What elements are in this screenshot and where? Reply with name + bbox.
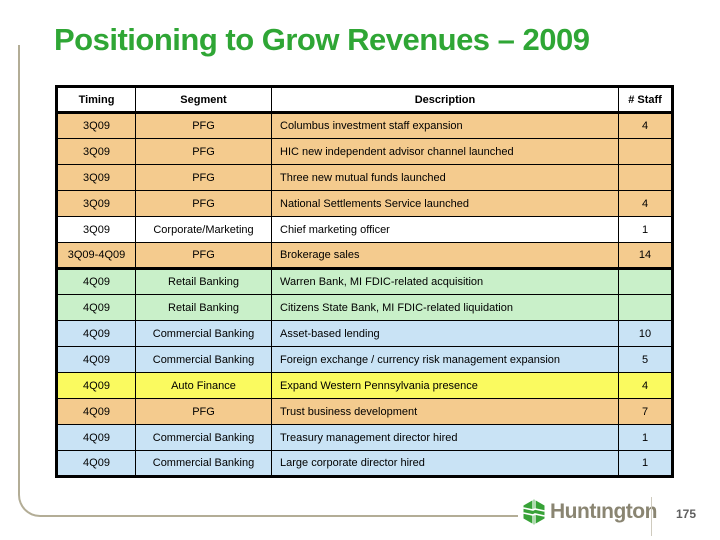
segment-cell: PFG	[135, 190, 272, 217]
timing-cell: 4Q09	[56, 294, 136, 321]
timing-cell: 4Q09	[56, 450, 136, 477]
table-row: 3Q09 PFG Columbus investment staff expan…	[56, 112, 673, 139]
segment-cell: PFG	[135, 112, 272, 139]
timing-cell: 3Q09	[56, 216, 136, 243]
timing-cell: 4Q09	[56, 267, 136, 295]
timing-cell: 4Q09	[56, 398, 136, 425]
header-segment: Segment	[135, 86, 272, 114]
segment-cell: Commercial Banking	[135, 424, 272, 451]
description-cell: Columbus investment staff expansion	[271, 112, 619, 139]
table-row: 4Q09 Auto Finance Expand Western Pennsyl…	[56, 372, 673, 399]
table-row: 4Q09 Commercial Banking Treasury managem…	[56, 424, 673, 451]
initiatives-table-container: Timing Segment Description # Staff 3Q09 …	[55, 85, 674, 478]
table-row: 3Q09 Corporate/Marketing Chief marketing…	[56, 216, 673, 243]
description-cell: Three new mutual funds launched	[271, 164, 619, 191]
huntington-hexagon-icon	[523, 499, 545, 525]
page-number: 175	[675, 507, 697, 521]
timing-cell: 4Q09	[56, 320, 136, 347]
table-row: 3Q09 PFG National Settlements Service la…	[56, 190, 673, 217]
table-row: 4Q09 Retail Banking Warren Bank, MI FDIC…	[56, 267, 673, 295]
description-cell: Chief marketing officer	[271, 216, 619, 243]
segment-cell: Auto Finance	[135, 372, 272, 399]
segment-cell: PFG	[135, 242, 272, 269]
description-cell: HIC new independent advisor channel laun…	[271, 138, 619, 165]
table-row: 3Q09 PFG HIC new independent advisor cha…	[56, 138, 673, 165]
table-header-row: Timing Segment Description # Staff	[56, 86, 673, 114]
description-cell: Large corporate director hired	[271, 450, 619, 477]
timing-cell: 4Q09	[56, 424, 136, 451]
staff-cell: 10	[618, 320, 673, 347]
description-cell: Expand Western Pennsylvania presence	[271, 372, 619, 399]
table-row: 4Q09 Commercial Banking Asset-based lend…	[56, 320, 673, 347]
segment-cell: Commercial Banking	[135, 320, 272, 347]
table-row: 4Q09 Commercial Banking Large corporate …	[56, 450, 673, 477]
staff-cell: 14	[618, 242, 673, 269]
description-cell: Treasury management director hired	[271, 424, 619, 451]
segment-cell: Retail Banking	[135, 267, 272, 295]
table-row: 4Q09 PFG Trust business development 7	[56, 398, 673, 425]
staff-cell	[618, 267, 673, 295]
segment-cell: Corporate/Marketing	[135, 216, 272, 243]
description-cell: National Settlements Service launched	[271, 190, 619, 217]
header-timing: Timing	[56, 86, 136, 114]
staff-cell: 7	[618, 398, 673, 425]
timing-cell: 4Q09	[56, 346, 136, 373]
table-row: 3Q09-4Q09 PFG Brokerage sales 14	[56, 242, 673, 269]
description-cell: Warren Bank, MI FDIC-related acquisition	[271, 267, 619, 295]
segment-cell: Commercial Banking	[135, 346, 272, 373]
timing-cell: 3Q09	[56, 190, 136, 217]
table-row: 4Q09 Retail Banking Citizens State Bank,…	[56, 294, 673, 321]
staff-cell	[618, 138, 673, 165]
table-row: 4Q09 Commercial Banking Foreign exchange…	[56, 346, 673, 373]
staff-cell: 1	[618, 424, 673, 451]
staff-cell: 4	[618, 372, 673, 399]
description-cell: Foreign exchange / currency risk managem…	[271, 346, 619, 373]
segment-cell: Retail Banking	[135, 294, 272, 321]
staff-cell: 4	[618, 112, 673, 139]
staff-cell: 4	[618, 190, 673, 217]
staff-cell	[618, 294, 673, 321]
table-row: 3Q09 PFG Three new mutual funds launched	[56, 164, 673, 191]
description-cell: Citizens State Bank, MI FDIC-related liq…	[271, 294, 619, 321]
staff-cell	[618, 164, 673, 191]
description-cell: Trust business development	[271, 398, 619, 425]
description-cell: Brokerage sales	[271, 242, 619, 269]
header-staff: # Staff	[618, 86, 673, 114]
decorative-frame-line	[18, 45, 518, 517]
header-description: Description	[271, 86, 619, 114]
description-cell: Asset-based lending	[271, 320, 619, 347]
timing-cell: 3Q09	[56, 164, 136, 191]
staff-cell: 1	[618, 450, 673, 477]
staff-cell: 5	[618, 346, 673, 373]
segment-cell: PFG	[135, 138, 272, 165]
timing-cell: 3Q09	[56, 112, 136, 139]
segment-cell: PFG	[135, 164, 272, 191]
huntington-logo: Huntıngton	[522, 499, 657, 525]
brand-wordmark: Huntıngton	[550, 500, 657, 523]
page-title: Positioning to Grow Revenues – 2009	[54, 22, 590, 57]
segment-cell: PFG	[135, 398, 272, 425]
timing-cell: 3Q09-4Q09	[56, 242, 136, 269]
staff-cell: 1	[618, 216, 673, 243]
initiatives-table: Timing Segment Description # Staff 3Q09 …	[55, 85, 674, 478]
timing-cell: 4Q09	[56, 372, 136, 399]
timing-cell: 3Q09	[56, 138, 136, 165]
footer-divider	[651, 497, 652, 536]
segment-cell: Commercial Banking	[135, 450, 272, 477]
